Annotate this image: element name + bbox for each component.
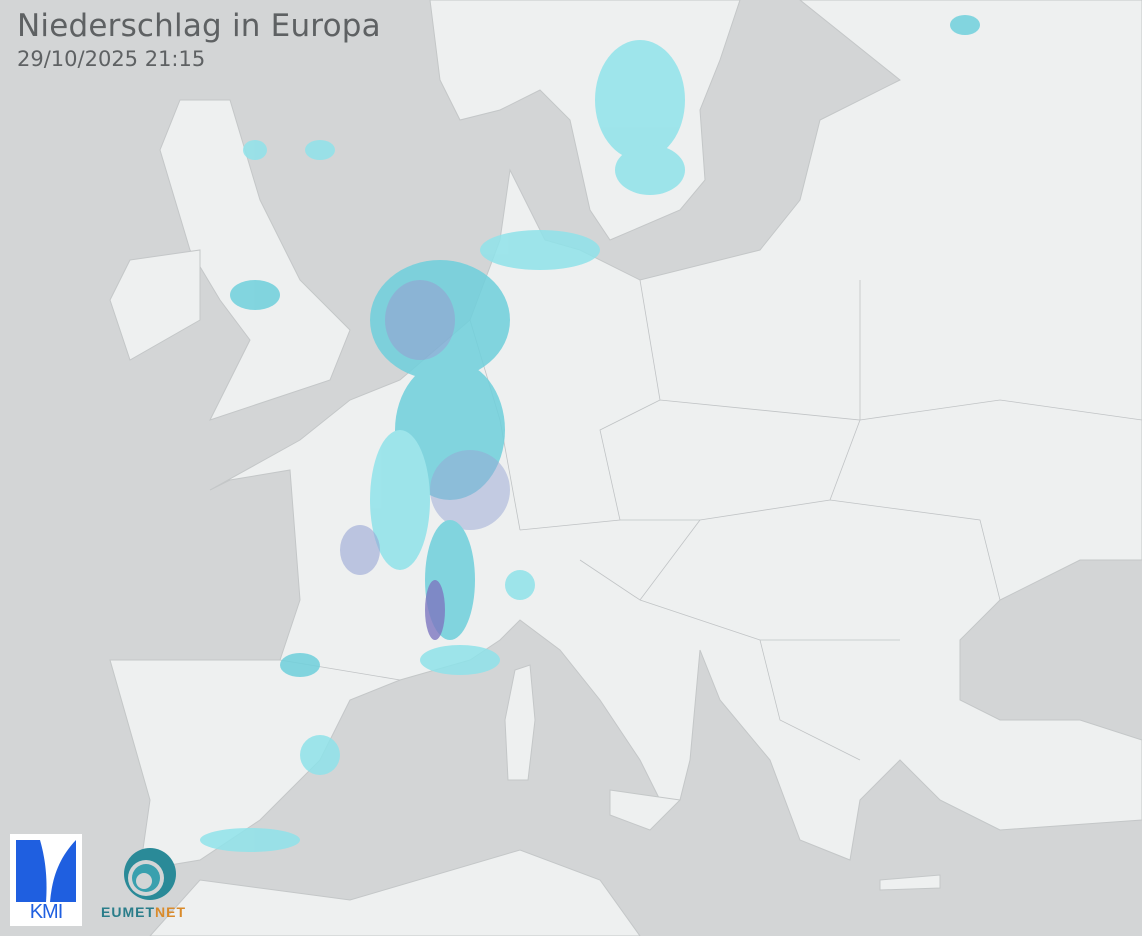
kmi-emblem-icon	[16, 840, 76, 902]
kmi-logo-text: KMI	[29, 901, 64, 923]
land-corsica-sardinia	[504, 664, 536, 781]
eumetnet-logo-icon	[124, 848, 176, 900]
map-title: Niederschlag in Europa	[17, 8, 381, 44]
land-ireland	[109, 249, 201, 361]
land-sicily	[609, 789, 682, 831]
kmi-logo: KMI	[10, 834, 82, 926]
land-scandinavia	[429, 0, 741, 241]
land-crete	[879, 874, 941, 891]
map-timestamp: 29/10/2025 21:15	[17, 47, 206, 71]
precipitation-layer	[200, 15, 980, 852]
land-britain	[159, 99, 351, 421]
land-north-africa	[149, 849, 641, 936]
eumetnet-logo-text: EUMETNET	[101, 904, 186, 920]
